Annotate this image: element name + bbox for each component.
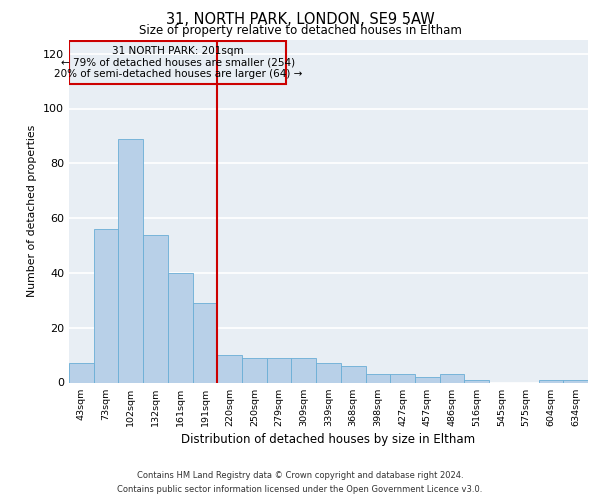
Bar (341, 366, 365, 382)
Bar (563, 380, 588, 382)
Bar (168, 273, 193, 382)
Bar (242, 358, 267, 382)
Y-axis label: Number of detached properties: Number of detached properties (28, 125, 37, 298)
Bar (365, 374, 390, 382)
Bar (217, 355, 242, 382)
Bar (292, 358, 316, 382)
Bar (440, 374, 464, 382)
Text: Contains HM Land Registry data © Crown copyright and database right 2024.
Contai: Contains HM Land Registry data © Crown c… (118, 472, 482, 494)
Bar (193, 303, 217, 382)
Bar (316, 364, 341, 382)
Bar (390, 374, 415, 382)
Text: 20% of semi-detached houses are larger (64) →: 20% of semi-detached houses are larger (… (53, 69, 302, 79)
Bar (267, 358, 292, 382)
Text: 31, NORTH PARK, LONDON, SE9 5AW: 31, NORTH PARK, LONDON, SE9 5AW (166, 12, 434, 28)
Bar (69, 42, 286, 84)
Bar (118, 138, 143, 382)
Bar (69, 364, 94, 382)
Bar (415, 377, 440, 382)
Bar (464, 380, 489, 382)
Text: ← 79% of detached houses are smaller (254): ← 79% of detached houses are smaller (25… (61, 58, 295, 68)
Bar (143, 234, 168, 382)
Text: 31 NORTH PARK: 201sqm: 31 NORTH PARK: 201sqm (112, 46, 244, 56)
Text: Size of property relative to detached houses in Eltham: Size of property relative to detached ho… (139, 24, 461, 37)
Bar (94, 229, 118, 382)
X-axis label: Distribution of detached houses by size in Eltham: Distribution of detached houses by size … (181, 433, 476, 446)
Bar (539, 380, 563, 382)
